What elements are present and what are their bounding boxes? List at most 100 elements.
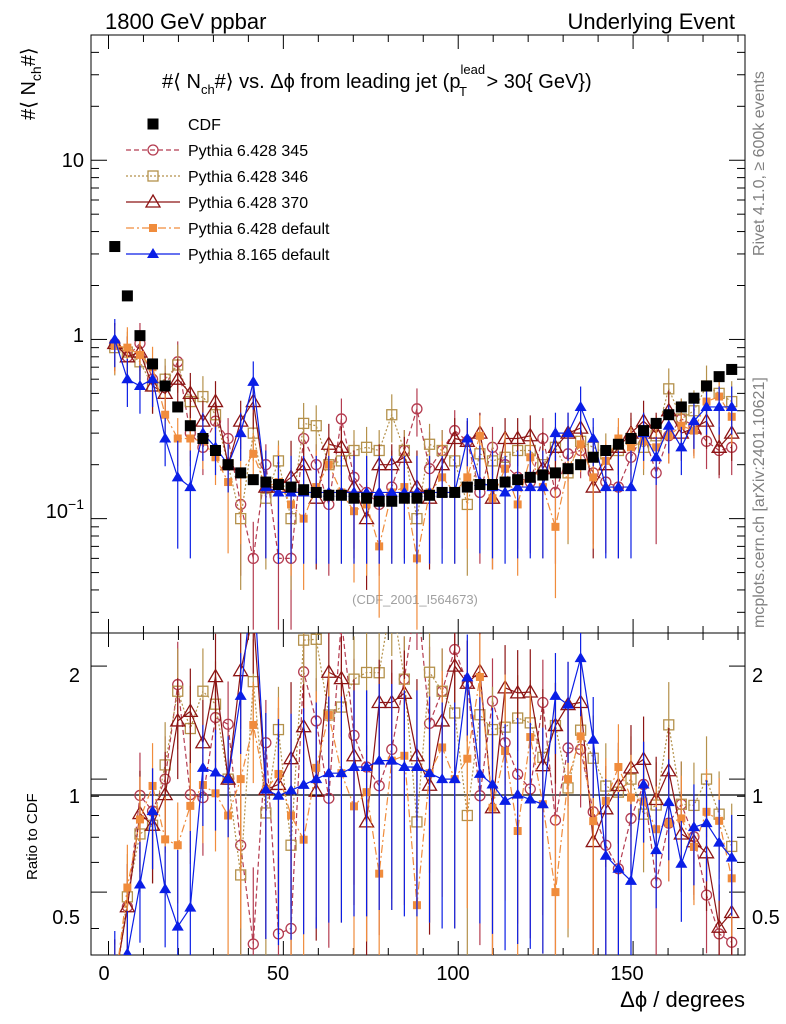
ratio-y-tick-right-1: 1 — [752, 786, 763, 808]
legend-label: Pythia 6.428 default — [188, 221, 330, 238]
ratio-data-point — [486, 778, 499, 789]
data-point — [461, 481, 473, 493]
ratio-data-point — [398, 761, 411, 772]
ratio-data-point — [650, 844, 663, 855]
data-point — [474, 479, 486, 491]
ratio-data-point — [122, 947, 132, 955]
ratio-data-point — [123, 883, 132, 892]
ratio-data-point — [285, 784, 298, 795]
ratio-data-point — [624, 874, 637, 885]
ratio-data-point — [499, 794, 512, 805]
data-point — [626, 443, 635, 452]
ratio-data-point — [599, 849, 612, 860]
ratio-data-point — [524, 793, 537, 804]
legend-item: Pythia 6.428 346 — [126, 169, 308, 186]
ratio-data-point — [612, 862, 625, 873]
data-point — [600, 444, 612, 456]
x-tick-label-0: 0 — [98, 963, 109, 985]
ratio-data-point — [110, 977, 120, 987]
data-point — [348, 492, 360, 504]
legend-marker — [147, 144, 159, 156]
ratio-data-point — [297, 634, 310, 646]
ratio-y-tick-right-0.5: 0.5 — [752, 907, 780, 929]
ratio-data-point — [310, 633, 322, 645]
ratio-data-point — [475, 672, 484, 681]
data-point — [612, 481, 625, 492]
data-point — [159, 432, 172, 443]
data-point — [207, 393, 224, 408]
data-point — [536, 481, 549, 492]
data-point — [562, 427, 575, 438]
ratio-data-point — [713, 836, 726, 847]
ratio-data-point — [423, 767, 436, 778]
ratio-axis-title: Ratio to CDF — [24, 793, 41, 880]
ratio-data-point — [448, 773, 461, 784]
ratio-data-point — [169, 712, 186, 727]
data-point — [121, 373, 134, 384]
ratio-data-point — [109, 968, 121, 978]
data-point — [486, 479, 498, 491]
ratio-data-point — [562, 698, 575, 709]
data-point — [184, 481, 197, 492]
main-plot-data — [106, 241, 740, 630]
data-point — [725, 400, 738, 411]
data-point — [222, 459, 234, 471]
ratio-series-line — [118, 633, 733, 955]
ratio-series-line — [118, 633, 733, 955]
ratio-data-point — [710, 918, 728, 933]
ratio-data-point — [333, 670, 350, 685]
legend-label: Pythia 6.428 346 — [188, 169, 308, 186]
data-point — [509, 430, 526, 445]
data-point — [335, 489, 347, 501]
ratio-data-point — [222, 773, 235, 784]
data-point — [398, 492, 410, 504]
data-point — [247, 552, 259, 565]
ratio-data-point — [297, 778, 310, 789]
data-point — [411, 492, 423, 504]
ratio-data-point — [347, 761, 360, 772]
legend-label: Pythia 8.165 default — [188, 247, 330, 264]
ratio-data-point — [234, 689, 247, 700]
data-point — [461, 432, 474, 443]
series-pythia-6-428-default — [110, 325, 736, 630]
data-point — [171, 471, 184, 482]
ratio-data-point — [182, 703, 199, 718]
ratio-data-point — [385, 754, 398, 765]
data-point — [285, 481, 297, 493]
ratio-data-point — [436, 773, 449, 784]
ratio-data-point — [511, 788, 524, 799]
data-point — [424, 489, 436, 501]
data-point — [612, 438, 624, 450]
data-point — [323, 489, 335, 501]
data-point — [386, 409, 398, 421]
ratio-data-point — [272, 789, 285, 800]
data-point — [687, 415, 700, 426]
ratio-data-point — [259, 783, 272, 794]
data-point — [297, 417, 310, 430]
data-point — [197, 433, 209, 445]
ratio-data-point — [536, 798, 549, 809]
data-point — [650, 417, 662, 429]
ratio-data-point — [186, 801, 195, 810]
data-point — [121, 290, 133, 302]
series-line — [114, 345, 733, 559]
x-tick-label-150: 150 — [610, 963, 643, 985]
ratio-data-point — [111, 983, 119, 991]
data-point — [562, 463, 574, 475]
ratio-data-point — [146, 805, 159, 816]
legend-item: Pythia 6.428 370 — [126, 193, 308, 212]
ratio-data-point — [209, 766, 222, 777]
data-point — [386, 495, 398, 507]
ratio-data-point — [249, 720, 258, 729]
ratio-data-point — [336, 614, 346, 624]
data-point — [511, 481, 524, 492]
data-point — [499, 486, 512, 497]
data-point — [361, 492, 373, 504]
data-point — [184, 420, 196, 432]
data-point — [186, 434, 195, 443]
data-point — [360, 441, 373, 453]
data-point — [537, 469, 549, 481]
ratio-plot-frame — [90, 632, 746, 956]
ratio-data-point — [135, 815, 144, 824]
